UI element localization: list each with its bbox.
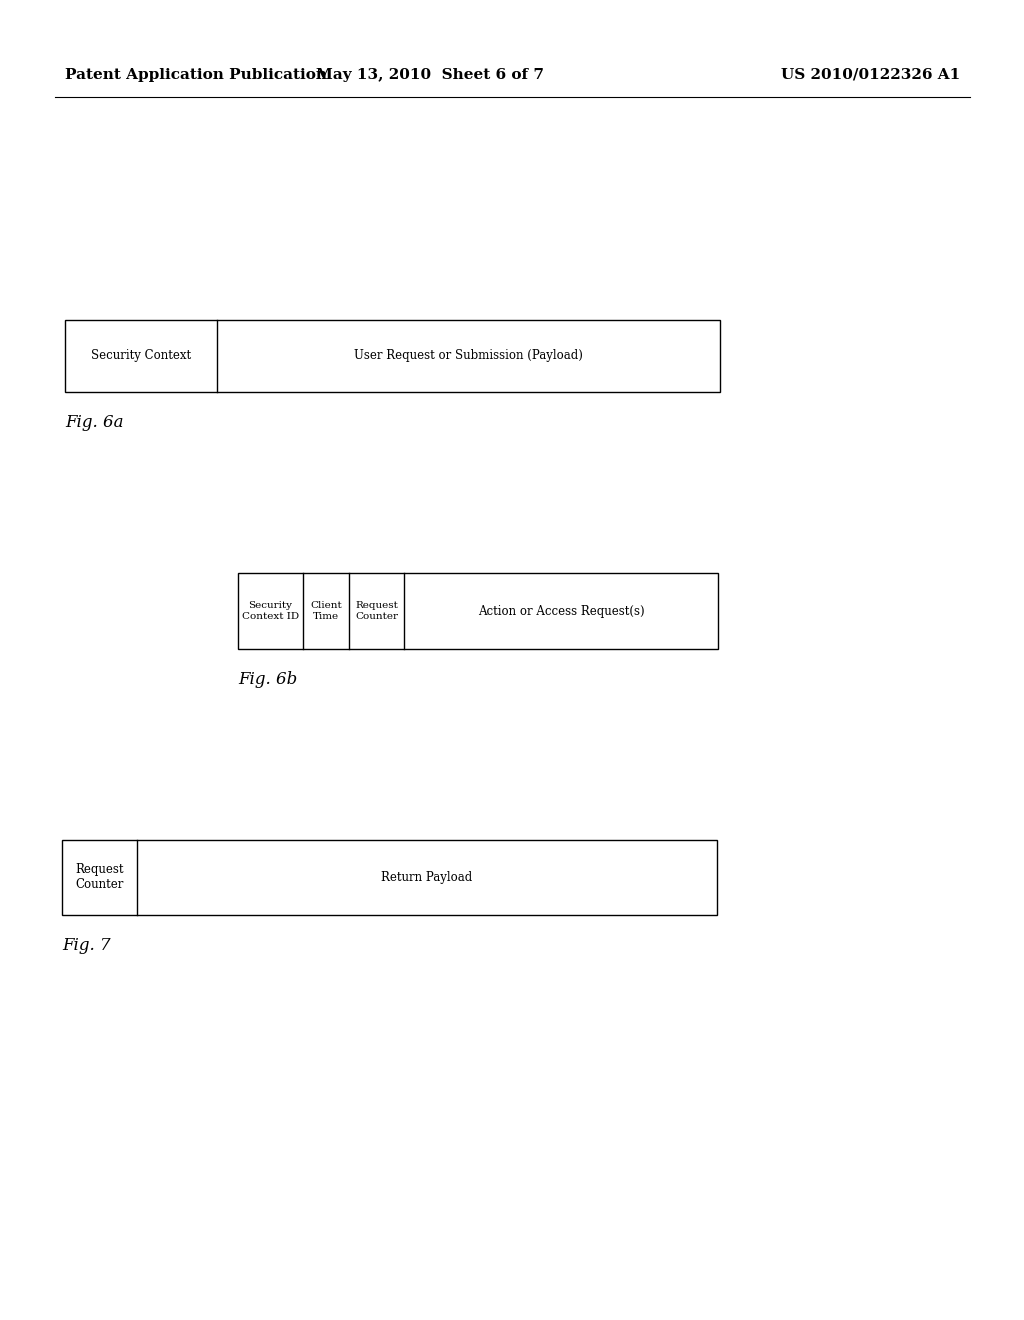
Text: Security Context: Security Context (91, 350, 191, 363)
Text: US 2010/0122326 A1: US 2010/0122326 A1 (780, 69, 961, 82)
Text: User Request or Submission (Payload): User Request or Submission (Payload) (354, 350, 583, 363)
Bar (238, 573, 718, 649)
Text: May 13, 2010  Sheet 6 of 7: May 13, 2010 Sheet 6 of 7 (316, 69, 544, 82)
Text: Action or Access Request(s): Action or Access Request(s) (477, 605, 644, 618)
Text: Client
Time: Client Time (310, 602, 342, 620)
Bar (62, 840, 717, 915)
Text: Fig. 6a: Fig. 6a (65, 414, 124, 432)
Text: Request
Counter: Request Counter (355, 602, 398, 620)
Text: Fig. 6b: Fig. 6b (238, 671, 297, 688)
Text: Return Payload: Return Payload (381, 871, 473, 884)
Text: Patent Application Publication: Patent Application Publication (65, 69, 327, 82)
Bar (65, 319, 720, 392)
Text: Security
Context ID: Security Context ID (242, 602, 299, 620)
Text: Request
Counter: Request Counter (75, 863, 124, 891)
Text: Fig. 7: Fig. 7 (62, 937, 111, 954)
